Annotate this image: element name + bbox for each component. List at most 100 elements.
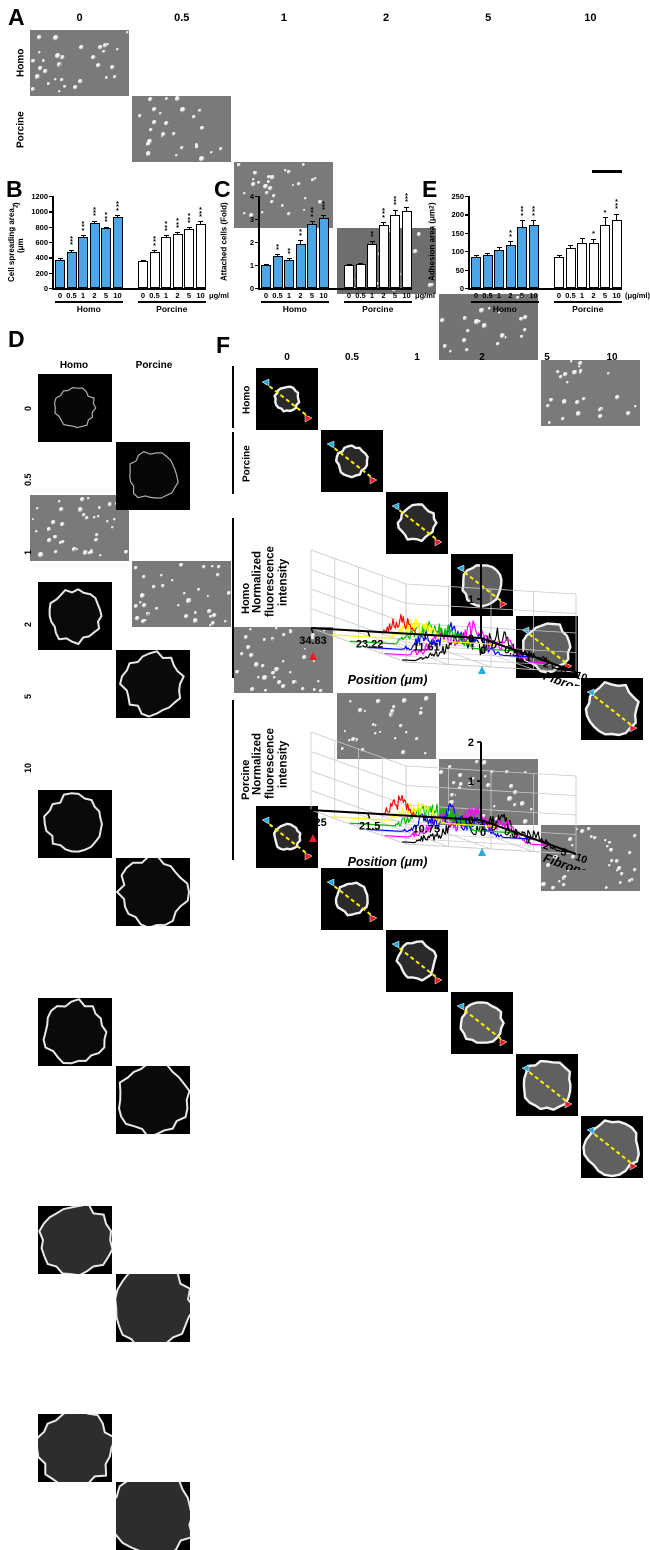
- cell: [522, 315, 529, 321]
- cell: [160, 132, 166, 138]
- cell: [575, 828, 579, 831]
- panel-a-header-0: 0: [76, 12, 83, 24]
- panelE-error-cap: [614, 213, 619, 215]
- panelC-error-bar: [323, 214, 324, 219]
- panelC-x-tick-label: 5: [309, 291, 315, 300]
- panelE-significance: * *: [509, 230, 512, 241]
- panelE-y-tick: [465, 251, 469, 253]
- blue-arrowhead-icon: [326, 440, 335, 449]
- panelC-bar: [355, 264, 366, 288]
- panel-a-header-1: 0.5: [174, 12, 190, 24]
- cell: [159, 112, 163, 116]
- cell: [160, 574, 164, 578]
- panel-d-fluorescence-image: [38, 790, 112, 858]
- panelB-bar: [195, 223, 206, 288]
- panelB-error-cap: [69, 249, 74, 251]
- cell: [145, 151, 151, 157]
- panel-a-header-5: 10: [584, 12, 597, 24]
- cell: [301, 687, 305, 691]
- cell: [492, 804, 496, 808]
- cell: [201, 564, 206, 569]
- panelB-x-axis-unit: μg/ml: [209, 291, 230, 300]
- panelC-bar: [284, 259, 294, 288]
- cell: [147, 138, 153, 144]
- panelE-bar: [482, 255, 493, 288]
- svg-text:10: 10: [574, 669, 589, 684]
- cell: [281, 660, 285, 663]
- panelB-error-bar: [117, 215, 118, 218]
- cell: [448, 349, 452, 354]
- panelE-error-cap: [531, 220, 536, 222]
- panel-d-header-homo: Homo: [59, 360, 89, 371]
- plotHomo-end-marker-icon: [309, 652, 317, 660]
- panel-d-fluorescence-image: [116, 1274, 190, 1342]
- cell: [474, 319, 480, 325]
- cell: [577, 361, 583, 367]
- svg-text:2: 2: [468, 555, 474, 567]
- panelC-significance: * * *: [393, 195, 397, 210]
- panelB-x-tick-label: 10: [196, 291, 205, 300]
- panelE-x-tick-label: 10: [529, 291, 538, 300]
- cell: [82, 550, 89, 556]
- plotHomo-ylabel: Fibronectin (μg/ml): [542, 669, 646, 686]
- svg-text:0: 0: [468, 815, 474, 827]
- cell: [270, 636, 274, 641]
- panelE-error-bar: [593, 238, 594, 243]
- cell: [209, 614, 213, 619]
- cell: [280, 204, 284, 208]
- panelC-bar: [390, 214, 400, 288]
- svg-text:10.75: 10.75: [413, 824, 441, 836]
- panelC-x-tick-label: 5: [392, 291, 398, 300]
- cell: [87, 496, 90, 500]
- cell: [260, 210, 264, 214]
- plot-homo: 0 1 2 0 11.61 23.22 34.83 0 0.5 1 2 5 10 Position (μm…: [251, 516, 647, 686]
- panelB-error-cap: [140, 260, 146, 262]
- panel-f-fluorescence-image: [256, 368, 318, 430]
- panel-a-image-grid: [30, 30, 640, 891]
- cell: [277, 680, 283, 686]
- plotHomo-zlabel: Normalized fluorescence intensity: [251, 546, 290, 618]
- panelC-error-cap: [286, 258, 292, 260]
- panel-f-header-0: 0: [284, 352, 290, 363]
- panelC-bar: [272, 256, 283, 288]
- panelB-bar: [149, 251, 160, 288]
- cell: [513, 803, 518, 808]
- panelC-y-tick: [255, 288, 259, 290]
- panelB-significance: * * *: [199, 207, 202, 222]
- cell: [615, 869, 619, 873]
- panelC-x-tick-label: 0: [263, 291, 269, 300]
- panelC-bar: [367, 243, 377, 288]
- cell: [176, 603, 180, 607]
- panelE-y-tick-label: 100: [451, 247, 464, 257]
- panelC-bar: [307, 223, 317, 288]
- red-arrowhead-icon: [499, 600, 508, 609]
- panel-a-micrograph: [336, 693, 436, 759]
- panelB-x-tick-label: 10: [113, 291, 122, 300]
- cell: [179, 562, 184, 568]
- cell: [458, 782, 463, 787]
- panel-a-row-label-porcine: Porcine: [15, 111, 27, 149]
- plotHomo-trace-2: [367, 621, 538, 658]
- cell: [489, 769, 494, 774]
- panel-f-fluorescence-image: [256, 806, 318, 868]
- panel-f-fluorescence-image: [321, 430, 383, 492]
- plotHomo-start-marker-icon: [478, 666, 486, 674]
- cell: [350, 736, 356, 742]
- panelB-error-bar: [82, 235, 84, 238]
- cell: [31, 58, 36, 64]
- panelE-error-bar: [498, 247, 500, 251]
- cell: [310, 635, 316, 641]
- cell: [271, 193, 276, 198]
- panelE-x-tick-label: 0.5: [565, 291, 576, 300]
- panel-f-header-5: 10: [606, 352, 618, 363]
- cell: [58, 507, 64, 512]
- cell: [414, 737, 419, 742]
- cell: [253, 662, 259, 668]
- plotPorcine-zlabel: Normalized fluorescence intensity: [251, 728, 290, 800]
- panelC-y-tick: [255, 265, 259, 267]
- svg-text:0: 0: [489, 821, 499, 834]
- panelE-error-cap: [579, 237, 585, 239]
- cell: [496, 342, 501, 347]
- cell: [429, 283, 434, 288]
- cell: [58, 63, 62, 67]
